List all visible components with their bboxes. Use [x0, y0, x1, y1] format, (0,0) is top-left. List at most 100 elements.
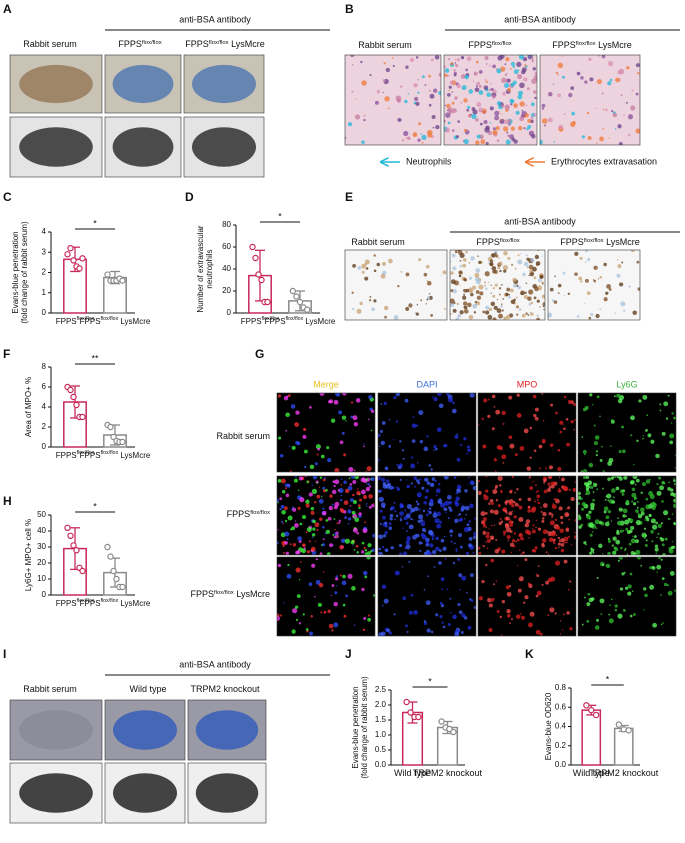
texture-dot: [523, 428, 529, 434]
data-point: [107, 553, 114, 560]
texture-dot: [397, 117, 402, 123]
texture-dot: [590, 548, 595, 553]
texture-dot: [352, 527, 358, 533]
texture-dot: [444, 119, 446, 123]
texture-dot: [656, 571, 658, 573]
texture-dot: [504, 501, 508, 504]
texture-dot: [444, 557, 447, 560]
y-tick-label: 30: [37, 542, 46, 551]
texture-dot: [459, 284, 461, 286]
texture-dot: [378, 551, 384, 555]
texture-dot: [588, 59, 591, 61]
texture-dot: [593, 265, 598, 270]
texture-dot: [604, 498, 607, 501]
texture-dot: [417, 519, 422, 524]
texture-dot: [542, 305, 545, 308]
texture-dot: [511, 539, 516, 543]
texture-dot: [463, 308, 469, 314]
texture-dot: [486, 531, 490, 535]
texture-dot: [311, 536, 314, 539]
image-panel: [477, 392, 577, 473]
texture-dot: [510, 61, 515, 66]
texture-dot: [586, 111, 590, 115]
texture-dot: [393, 613, 396, 616]
panel-letter: I: [3, 647, 6, 661]
texture-dot: [655, 552, 658, 555]
data-point: [104, 543, 111, 551]
texture-dot: [316, 494, 321, 499]
texture-dot: [310, 614, 314, 618]
texture-dot: [405, 530, 408, 533]
texture-dot: [419, 439, 424, 444]
texture-dot: [393, 315, 399, 320]
texture-dot: [534, 484, 537, 487]
texture-dot: [419, 549, 422, 553]
texture-dot: [466, 591, 468, 594]
texture-dot: [478, 596, 484, 601]
texture-dot: [501, 599, 505, 604]
texture-dot: [509, 98, 514, 103]
texture-dot: [417, 91, 420, 94]
texture-dot: [507, 539, 509, 542]
label-part: FPPS: [552, 40, 576, 50]
texture-dot: [616, 393, 621, 398]
specimen: [112, 64, 174, 104]
texture-dot: [617, 264, 622, 269]
texture-dot: [374, 100, 379, 105]
texture-dot: [443, 476, 449, 480]
texture-dot: [407, 92, 410, 95]
texture-dot: [310, 506, 315, 511]
texture-dot: [585, 250, 588, 253]
texture-dot: [447, 397, 454, 403]
texture-dot: [311, 488, 318, 494]
texture-dot: [518, 576, 524, 582]
texture-dot: [496, 68, 502, 74]
texture-dot: [379, 509, 383, 513]
texture-dot: [661, 431, 666, 436]
y-axis-label: Area of MPO+ %: [24, 377, 33, 437]
texture-dot: [500, 303, 503, 305]
texture-dot: [580, 523, 584, 527]
texture-dot: [446, 588, 449, 591]
texture-dot: [585, 493, 587, 495]
texture-dot: [458, 533, 463, 538]
texture-dot: [523, 127, 526, 130]
texture-dot: [451, 528, 453, 531]
texture-dot: [406, 536, 412, 541]
texture-dot: [517, 588, 522, 593]
texture-dot: [335, 577, 339, 581]
texture-dot: [527, 314, 530, 316]
texture-dot: [617, 613, 623, 619]
texture-dot: [452, 561, 456, 565]
texture-dot: [510, 551, 513, 554]
texture-dot: [504, 82, 510, 89]
texture-dot: [303, 427, 307, 432]
texture-dot: [644, 515, 649, 520]
texture-dot: [348, 467, 354, 472]
specimen: [195, 773, 259, 813]
label-part: LysMcre: [604, 237, 640, 247]
texture-dot: [460, 443, 463, 447]
texture-dot: [368, 418, 370, 421]
label-part: FPPS: [80, 599, 101, 608]
texture-dot: [661, 543, 665, 547]
texture-dot: [601, 92, 604, 95]
texture-dot: [361, 263, 366, 269]
texture-dot: [662, 622, 665, 624]
texture-dot: [527, 118, 532, 123]
texture-dot: [528, 274, 530, 277]
texture-dot: [426, 513, 429, 517]
texture-dot: [565, 417, 569, 421]
texture-dot: [345, 136, 347, 140]
texture-dot: [505, 516, 510, 521]
texture-dot: [609, 604, 611, 607]
texture-dot: [581, 501, 587, 507]
texture-dot: [585, 484, 591, 490]
image-texture: [277, 476, 375, 555]
texture-dot: [644, 537, 647, 539]
image-border: [477, 392, 577, 473]
data-point: [70, 542, 77, 549]
texture-dot: [364, 259, 370, 265]
texture-dot: [667, 394, 670, 397]
texture-dot: [412, 519, 414, 521]
